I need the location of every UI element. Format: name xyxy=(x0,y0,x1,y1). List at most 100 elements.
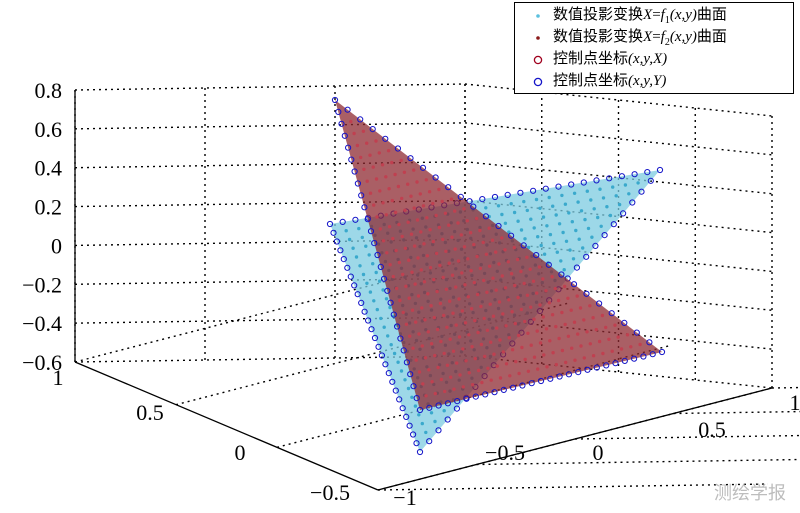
data-point xyxy=(443,211,448,215)
data-point xyxy=(400,347,407,354)
data-point xyxy=(466,257,470,261)
data-point xyxy=(522,281,526,286)
data-point xyxy=(331,96,339,104)
data-point xyxy=(534,197,539,202)
data-point xyxy=(498,338,502,342)
data-point xyxy=(575,369,582,376)
data-point xyxy=(613,323,617,327)
data-point xyxy=(481,240,485,245)
data-point xyxy=(431,239,435,244)
data-point xyxy=(644,169,651,176)
data-point xyxy=(468,231,473,235)
data-point xyxy=(623,183,628,187)
data-point xyxy=(594,327,598,332)
z-tick-label: 0.8 xyxy=(35,78,63,103)
data-point xyxy=(531,279,536,283)
data-point xyxy=(409,194,413,198)
data-point xyxy=(479,342,484,347)
data-point xyxy=(385,251,389,255)
data-point xyxy=(435,402,442,409)
data-point xyxy=(495,364,499,368)
data-point xyxy=(563,202,568,206)
data-point xyxy=(605,205,609,209)
data-point xyxy=(519,228,524,232)
data-point xyxy=(375,215,379,219)
data-point xyxy=(513,321,517,326)
data-point xyxy=(491,276,495,280)
data-point xyxy=(564,360,568,365)
data-point xyxy=(437,187,441,192)
data-point xyxy=(598,187,602,191)
data-point xyxy=(656,166,664,174)
data-point xyxy=(450,273,455,277)
data-point xyxy=(547,195,551,200)
data-point xyxy=(412,168,416,172)
data-point xyxy=(441,237,445,242)
data-point xyxy=(447,261,451,265)
data-point xyxy=(548,232,553,237)
data-point xyxy=(485,328,490,332)
data-point xyxy=(541,277,545,281)
data-point xyxy=(463,321,468,325)
data-point xyxy=(388,305,392,310)
data-point xyxy=(407,296,411,300)
legend-marker xyxy=(536,14,540,18)
data-point xyxy=(541,215,546,219)
data-point xyxy=(408,334,412,338)
data-point xyxy=(570,281,578,288)
data-point xyxy=(420,344,424,348)
grid-line xyxy=(276,344,672,449)
data-point xyxy=(614,194,618,198)
data-point xyxy=(580,179,587,186)
data-point xyxy=(344,264,351,271)
data-point xyxy=(504,362,509,366)
data-point xyxy=(553,286,557,291)
data-point xyxy=(348,156,355,163)
data-point xyxy=(465,219,469,223)
data-point xyxy=(398,298,402,303)
data-point xyxy=(522,199,526,204)
x-axis-line xyxy=(74,361,379,491)
data-point xyxy=(532,226,536,230)
data-point xyxy=(552,241,556,246)
data-point xyxy=(588,304,592,308)
data-point xyxy=(410,395,414,399)
data-point xyxy=(399,158,403,163)
data-point xyxy=(495,222,502,230)
data-point xyxy=(458,373,462,377)
data-point xyxy=(530,187,537,194)
data-point xyxy=(423,318,427,322)
data-point xyxy=(394,145,401,152)
data-point xyxy=(532,355,537,359)
data-point xyxy=(585,330,589,334)
data-point xyxy=(416,448,424,456)
legend-marker xyxy=(536,36,540,40)
data-point xyxy=(407,258,411,262)
data-point xyxy=(536,235,540,239)
data-point xyxy=(432,174,439,181)
x-tick-label: −0.5 xyxy=(310,480,350,505)
data-point xyxy=(579,344,583,348)
data-point xyxy=(403,246,408,250)
data-point xyxy=(387,187,391,191)
surfaces xyxy=(326,96,666,456)
data-point xyxy=(488,302,492,306)
data-point xyxy=(456,259,461,263)
data-point xyxy=(475,254,479,259)
data-point xyxy=(506,260,510,264)
data-point xyxy=(377,279,382,283)
data-point xyxy=(509,384,517,391)
z-tick-label: 0.4 xyxy=(35,156,63,181)
data-point xyxy=(410,308,415,312)
z-tick-label: −0.6 xyxy=(22,350,62,375)
data-point xyxy=(425,254,429,258)
data-point xyxy=(365,317,372,324)
data-point xyxy=(434,251,439,256)
data-point xyxy=(392,387,399,394)
data-point xyxy=(621,319,628,326)
data-point xyxy=(523,237,527,241)
data-point xyxy=(414,358,418,362)
data-point xyxy=(393,172,397,177)
data-point xyxy=(472,242,476,247)
data-point xyxy=(516,295,520,300)
